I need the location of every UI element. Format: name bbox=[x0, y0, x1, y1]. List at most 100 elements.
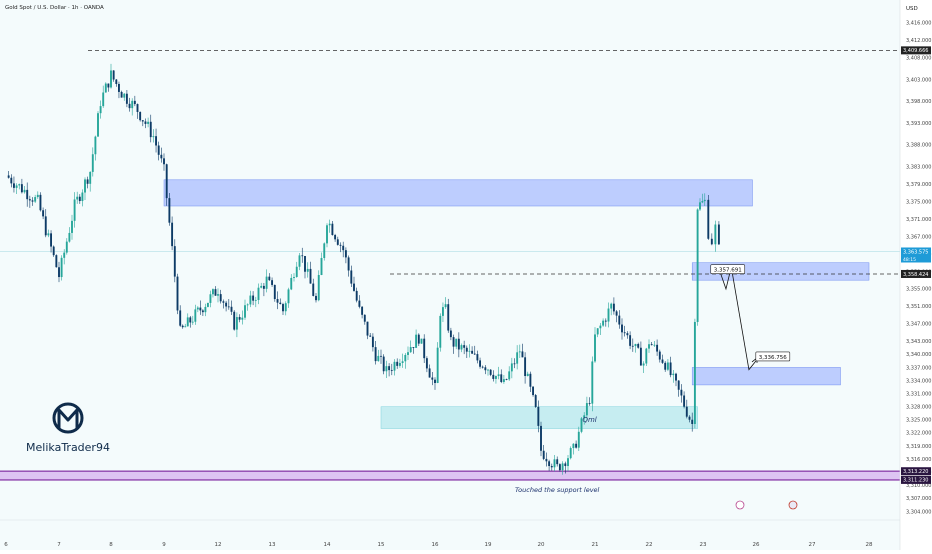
support-band[interactable] bbox=[0, 471, 900, 480]
candle-body bbox=[52, 246, 55, 256]
candle-body bbox=[241, 317, 244, 320]
candle-body bbox=[602, 320, 605, 326]
candle bbox=[123, 93, 126, 101]
candle bbox=[366, 321, 369, 340]
y-tick-label: 3,403.000 bbox=[906, 77, 931, 83]
event-us-flag-icon[interactable] bbox=[788, 500, 798, 510]
candle-body bbox=[639, 347, 642, 366]
target-zone[interactable] bbox=[691, 367, 841, 386]
price-callout[interactable]: 3,357.691 bbox=[710, 264, 746, 275]
candle-body bbox=[465, 347, 468, 352]
candle bbox=[84, 177, 86, 201]
candle-body bbox=[155, 136, 157, 146]
callout-box bbox=[710, 264, 746, 275]
level-tag-mid: 3,358.424 bbox=[901, 269, 931, 278]
level-tag-support-bottom-bg bbox=[901, 475, 931, 484]
y-tick-label: 3,337.000 bbox=[906, 365, 931, 371]
candle-body bbox=[618, 315, 621, 325]
candle-body bbox=[136, 104, 139, 112]
currency-label: USD bbox=[906, 6, 918, 12]
candle-body bbox=[449, 330, 452, 338]
candle bbox=[434, 377, 436, 390]
candle bbox=[160, 147, 163, 163]
candle bbox=[621, 318, 623, 340]
candle-body bbox=[444, 304, 447, 308]
candle bbox=[484, 365, 487, 375]
candle-body bbox=[71, 220, 73, 233]
candle-body bbox=[115, 79, 118, 84]
candle bbox=[529, 371, 532, 392]
candle bbox=[479, 357, 481, 369]
candle-body bbox=[309, 268, 312, 284]
candle-body bbox=[160, 154, 163, 159]
last-price-tag-sub-bg bbox=[901, 255, 931, 263]
candle-body bbox=[225, 302, 228, 307]
candle-body bbox=[588, 403, 591, 404]
candle bbox=[377, 349, 380, 362]
candle-body bbox=[238, 317, 241, 320]
candle-body bbox=[596, 328, 599, 335]
candle bbox=[596, 328, 599, 338]
supply-zone[interactable] bbox=[163, 179, 753, 207]
candle bbox=[287, 287, 290, 308]
candle bbox=[312, 278, 315, 297]
candle-body bbox=[73, 199, 76, 221]
candle bbox=[78, 194, 81, 204]
candle-body bbox=[276, 299, 279, 303]
candle bbox=[347, 255, 350, 277]
candle bbox=[120, 90, 123, 98]
candle bbox=[358, 295, 361, 309]
candle-body bbox=[685, 406, 688, 417]
candle bbox=[118, 81, 120, 99]
candle-body bbox=[279, 302, 282, 305]
price-callout[interactable]: 3,336.756 bbox=[755, 351, 791, 362]
event-earnings-icon[interactable] bbox=[735, 500, 745, 510]
candle-body bbox=[355, 290, 358, 301]
candle-body bbox=[500, 374, 503, 382]
y-tick-label: 3,398.000 bbox=[906, 99, 931, 105]
candle-body bbox=[23, 189, 26, 193]
candle bbox=[439, 313, 442, 352]
candle-body bbox=[235, 317, 238, 330]
candle bbox=[186, 313, 189, 327]
x-tick-label: 23 bbox=[700, 542, 707, 548]
candle-body bbox=[479, 360, 481, 367]
candle-body bbox=[393, 361, 396, 371]
brand-name: MelikaTrader94 bbox=[26, 441, 110, 454]
candle bbox=[497, 366, 500, 380]
candle-body bbox=[463, 345, 466, 348]
candle bbox=[301, 247, 304, 263]
candle bbox=[585, 396, 588, 421]
candle bbox=[502, 375, 505, 384]
candle bbox=[500, 369, 503, 384]
candle-body bbox=[189, 317, 192, 323]
candle bbox=[588, 397, 591, 406]
candle bbox=[714, 220, 717, 252]
callout-text: 3,357.691 bbox=[714, 268, 742, 274]
candle-body bbox=[442, 307, 444, 316]
y-tick-label: 3,304.000 bbox=[906, 509, 931, 515]
candle-body bbox=[350, 270, 353, 284]
candle bbox=[680, 384, 683, 403]
candle bbox=[564, 461, 567, 474]
candle bbox=[233, 310, 236, 331]
candle-body bbox=[374, 347, 377, 362]
candle-body bbox=[165, 164, 168, 199]
candle-body bbox=[334, 235, 337, 240]
candle-body bbox=[415, 334, 418, 348]
candle-body bbox=[18, 184, 21, 186]
candle bbox=[189, 315, 192, 328]
candle bbox=[518, 344, 521, 358]
candle-body bbox=[683, 395, 686, 407]
candle-body bbox=[26, 189, 29, 200]
event-icons bbox=[735, 500, 798, 510]
candle bbox=[683, 391, 686, 409]
candle bbox=[268, 273, 271, 281]
candle bbox=[508, 366, 511, 381]
candle-body bbox=[212, 289, 214, 295]
candle bbox=[204, 303, 207, 317]
candle bbox=[284, 301, 287, 316]
candle bbox=[279, 298, 282, 305]
candle bbox=[13, 176, 15, 193]
